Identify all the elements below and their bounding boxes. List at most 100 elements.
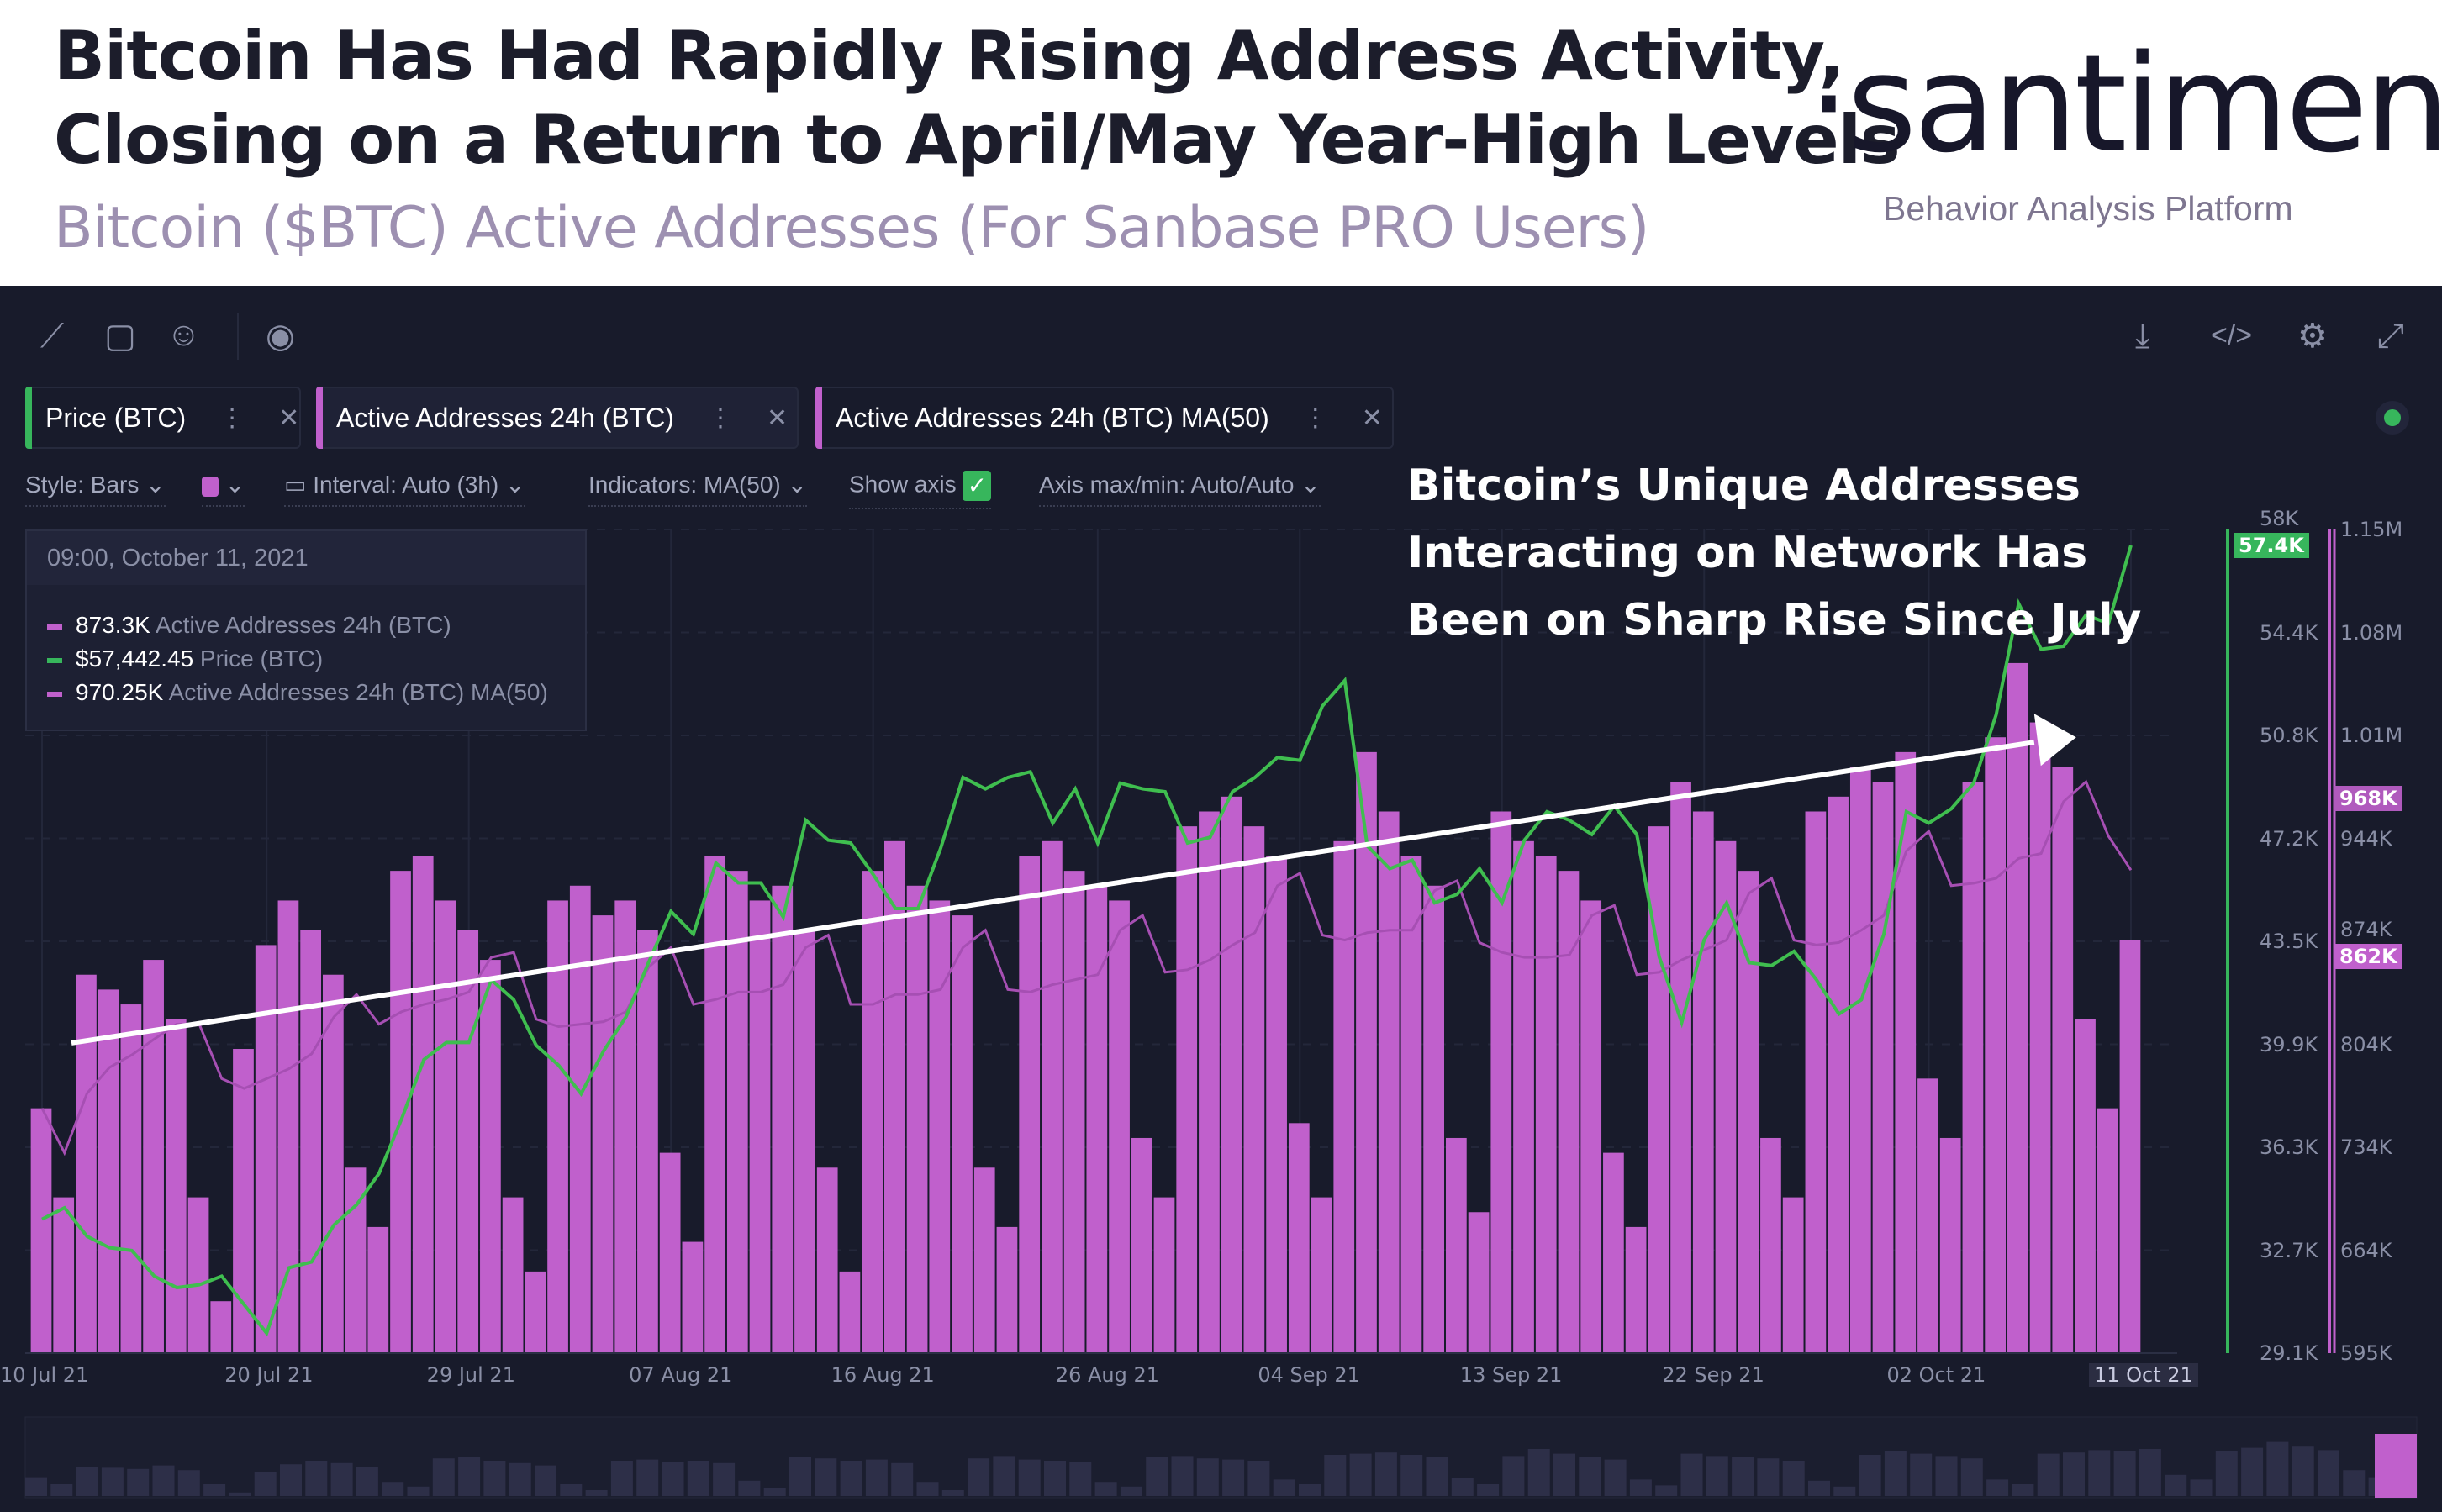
show-axis-label: Show axis <box>849 471 957 498</box>
price-axis-tick: 50.8K <box>2260 724 2318 747</box>
indicators-dropdown[interactable]: Indicators: MA(50) ⌄ <box>588 471 807 507</box>
aa-bar <box>502 1197 524 1353</box>
aa-bar <box>1692 811 1714 1353</box>
aa-bar <box>1288 1123 1310 1353</box>
price-axis-tick: 29.1K <box>2260 1341 2318 1365</box>
trend-arrow-line <box>71 740 2035 1046</box>
kebab-menu-icon[interactable]: ⋮ <box>1302 403 1328 432</box>
navigator-bar <box>535 1465 556 1496</box>
navigator-bar <box>815 1458 837 1496</box>
close-icon[interactable]: ✕ <box>278 403 300 432</box>
navigator-bar <box>101 1467 124 1496</box>
subtitle: Bitcoin ($BTC) Active Addresses (For San… <box>54 195 1649 261</box>
aa-bar <box>839 1271 861 1353</box>
aa-bar <box>187 1197 209 1353</box>
checkbox-checked-icon[interactable]: ✓ <box>963 471 992 501</box>
ma50-line <box>40 779 2133 1156</box>
headline-line-1: Bitcoin Has Had Rapidly Rising Address A… <box>54 17 1844 95</box>
navigator-bar <box>585 1490 608 1496</box>
aa-bar <box>1849 767 1871 1353</box>
price-axis-tick: 43.5K <box>2260 930 2318 953</box>
navigator-bar <box>1146 1457 1168 1496</box>
navigator-bar <box>1477 1484 1500 1496</box>
navigator-bar <box>152 1465 175 1496</box>
interval-label: Interval: Auto (3h) <box>313 472 499 498</box>
emoji-icon[interactable]: ☺ <box>166 316 201 353</box>
tab-active-addresses-ma50[interactable]: Active Addresses 24h (BTC) MA(50) ⋮ ✕ <box>815 387 1394 449</box>
aa-bar <box>233 1049 254 1353</box>
navigator-bar <box>738 1480 761 1496</box>
aa-bar <box>1603 1152 1624 1353</box>
aa-bar <box>1446 1137 1467 1353</box>
download-icon[interactable]: ⤓ <box>2135 318 2150 355</box>
navigator-bar <box>1374 1452 1397 1496</box>
settings-icon[interactable]: ⚙ <box>2297 318 2328 355</box>
tab-active-addresses[interactable]: Active Addresses 24h (BTC) ⋮ ✕ <box>316 387 799 449</box>
aa-bar <box>120 1004 142 1353</box>
color-dropdown[interactable]: ⌄ <box>202 471 245 507</box>
navigator-bar <box>865 1459 888 1496</box>
navigator-bar <box>1808 1480 1830 1496</box>
navigator-bar <box>2165 1474 2187 1496</box>
kebab-menu-icon[interactable]: ⋮ <box>219 403 245 432</box>
tab-color-bar <box>815 387 822 449</box>
aa-bar <box>592 915 614 1353</box>
line-tool-icon[interactable]: ⟋ <box>40 318 64 355</box>
navigator-bar <box>1680 1453 1703 1496</box>
tooltip-value: $57,442.45 <box>76 645 194 672</box>
note-icon[interactable]: ▢ <box>104 318 136 355</box>
toolbar-divider <box>237 313 239 360</box>
price-axis-tick: 54.4K <box>2260 620 2318 645</box>
aa-bar <box>1153 1197 1175 1353</box>
style-dropdown[interactable]: Style: Bars ⌄ <box>25 471 166 507</box>
eye-icon[interactable]: ◉ <box>266 318 295 355</box>
navigator-bar <box>407 1486 430 1496</box>
navigator-bar <box>1044 1461 1066 1496</box>
fullscreen-icon[interactable]: ⤢ <box>2377 318 2404 355</box>
axis-minmax-dropdown[interactable]: Axis max/min: Auto/Auto ⌄ <box>1039 471 1321 507</box>
aa-bar <box>98 989 119 1353</box>
navigator-bar <box>2139 1449 2161 1496</box>
aa-bar <box>1962 782 1984 1353</box>
navigator-bar <box>1960 1458 1983 1496</box>
navigator-bar <box>2113 1451 2136 1496</box>
tagline: Behavior Analysis Platform <box>1883 189 2293 228</box>
navigator-bar <box>1553 1453 1575 1496</box>
aa-bar <box>323 974 344 1353</box>
navigator-bar <box>1935 1456 1958 1496</box>
navigator-bar <box>254 1472 277 1496</box>
price-axis-tick: 58K <box>2260 507 2299 531</box>
aa-bar <box>2119 940 2141 1353</box>
navigator-bar <box>610 1461 633 1496</box>
embed-code-icon[interactable]: </> <box>2211 319 2253 351</box>
navigator-bar <box>1629 1479 1652 1496</box>
live-status-dot <box>2384 409 2401 426</box>
ma-current-tag: 968K <box>2334 786 2402 812</box>
navigator-bar <box>177 1470 200 1496</box>
navigator-bar <box>2241 1447 2264 1496</box>
aa-bar <box>1378 811 1400 1353</box>
aa-bar <box>1782 1197 1804 1353</box>
navigator-bar <box>1426 1457 1448 1496</box>
navigator-bar <box>2012 1484 2034 1496</box>
aa-bar <box>1199 811 1220 1353</box>
kebab-menu-icon[interactable]: ⋮ <box>707 403 733 432</box>
navigator-bar <box>1324 1455 1347 1496</box>
aa-bar <box>2007 662 2028 1353</box>
navigator-bar <box>993 1456 1015 1496</box>
price-axis-tick: 32.7K <box>2260 1238 2318 1262</box>
close-icon[interactable]: ✕ <box>766 403 789 432</box>
aa-bar <box>1535 856 1557 1353</box>
navigator-bar <box>1222 1459 1245 1496</box>
tooltip-value: 970.25K <box>76 679 164 705</box>
show-axis-toggle[interactable]: Show axis ✓ <box>849 471 992 509</box>
aa-axis-tick: 944K <box>2340 826 2392 851</box>
aa-bar <box>1580 900 1602 1353</box>
tab-price-btc[interactable]: Price (BTC) ⋮ ✕ <box>25 387 301 449</box>
aa-bar <box>1176 826 1198 1353</box>
interval-dropdown[interactable]: ▭ Interval: Auto (3h) ⌄ <box>284 471 525 507</box>
navigator-bar <box>2343 1470 2366 1496</box>
close-icon[interactable]: ✕ <box>1361 403 1383 432</box>
navigator-bar <box>50 1484 73 1496</box>
